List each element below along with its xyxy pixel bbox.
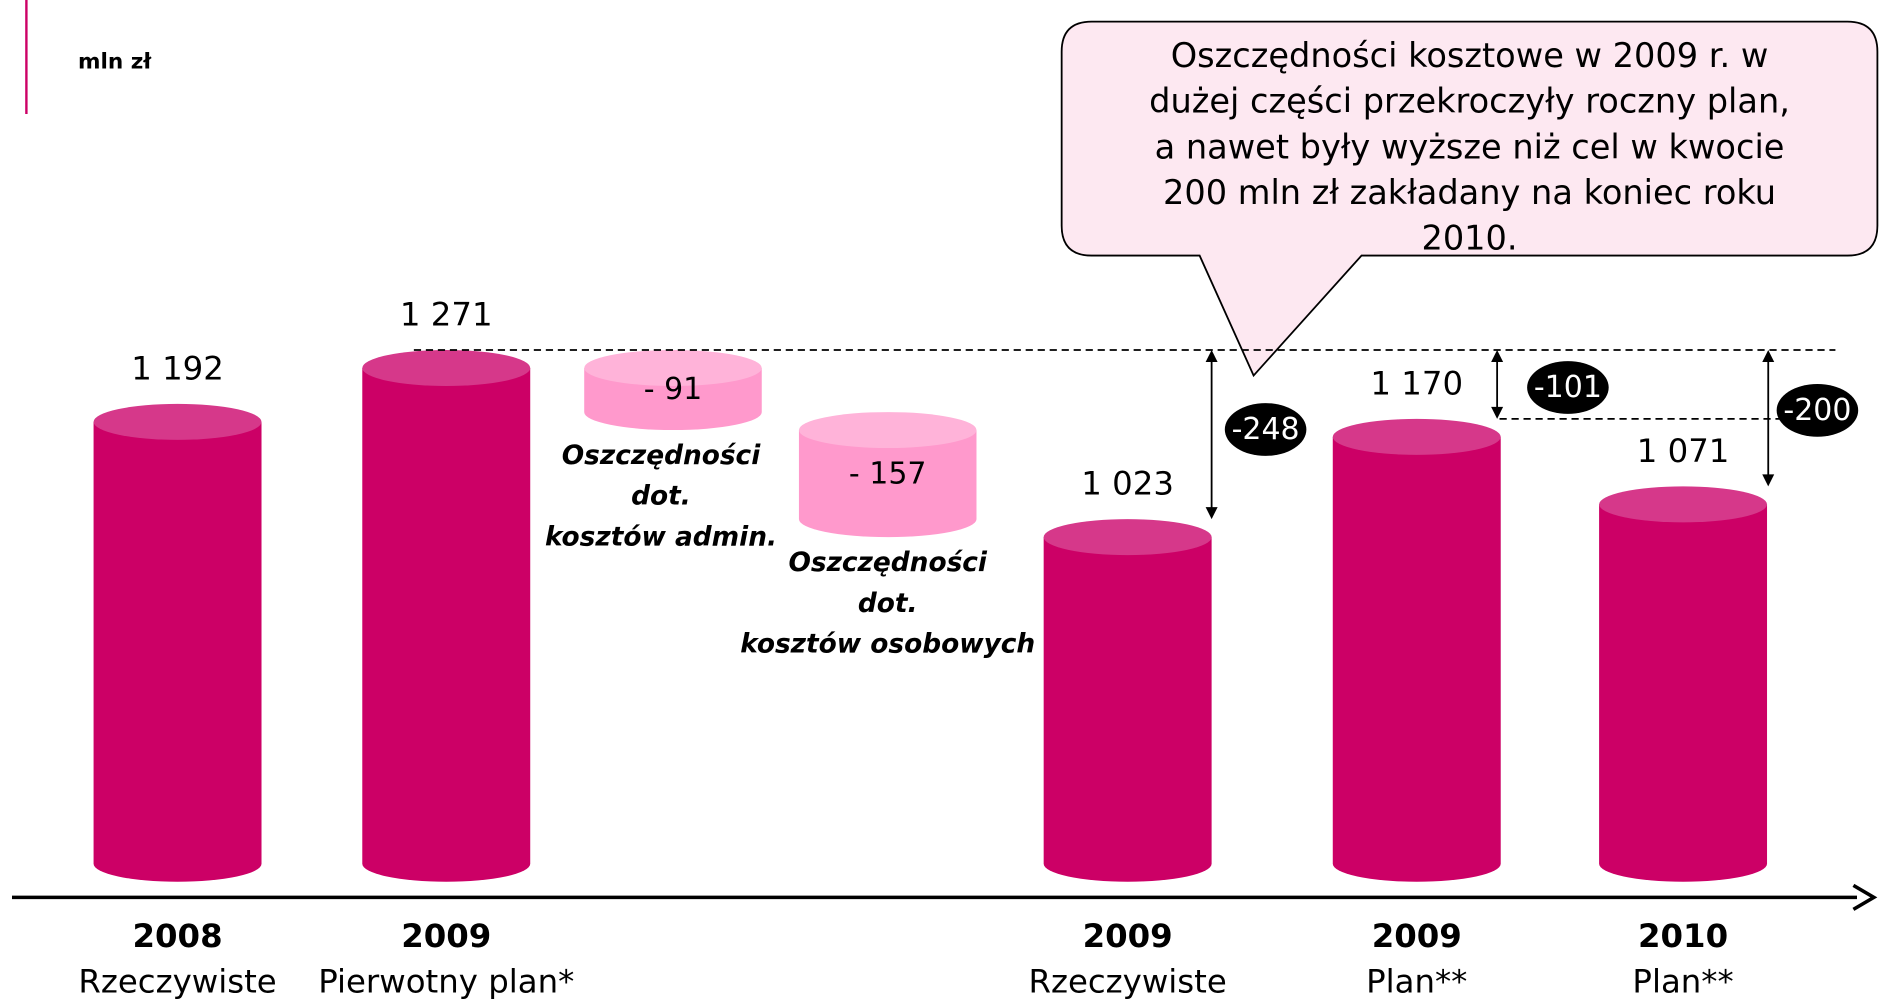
cylinder (93, 403, 262, 882)
cylinder (1599, 486, 1768, 882)
cylinder (1043, 519, 1212, 882)
difference-badge (1224, 403, 1307, 456)
bar-top (798, 412, 977, 449)
arrow-head (1762, 474, 1775, 487)
x-tick-label: 2010 (1638, 917, 1728, 955)
x-tick-label: 2009 (401, 917, 491, 955)
x-tick-label: Rzeczywiste (1028, 963, 1226, 1001)
x-tick-label: 2009 (1083, 917, 1173, 955)
cylinder (584, 350, 762, 431)
arrow-head (1205, 350, 1218, 363)
difference-label: -200 (1783, 393, 1851, 428)
value-label: 1 271 (400, 295, 493, 333)
difference-label: -248 (1232, 412, 1300, 447)
value-label: - 91 (644, 372, 703, 407)
bar (93, 421, 262, 882)
bar-top (362, 350, 531, 386)
arrow-head (1491, 406, 1504, 419)
x-tick-label: Plan** (1632, 963, 1733, 1001)
x-tick-label: Rzeczywiste (78, 963, 276, 1001)
difference-badge (1776, 383, 1859, 437)
bar-top (584, 350, 762, 386)
segment-note: dot. (858, 589, 918, 619)
callout-text: Oszczędności kosztowe w 2009 r. w (1171, 36, 1769, 75)
bar (1043, 537, 1212, 882)
callout-text: dużej części przekroczyły roczny plan, (1149, 82, 1790, 121)
x-tick-label: Plan** (1366, 963, 1467, 1001)
callout-text: 2010. (1421, 218, 1517, 257)
segment-note: Oszczędności (562, 441, 761, 471)
difference-label: -101 (1534, 370, 1602, 405)
callout-text: 200 mln zł zakładany na koniec roku (1163, 173, 1776, 212)
value-label: 1 192 (131, 349, 224, 387)
cylinder (1332, 418, 1501, 882)
value-label: 1 170 (1370, 364, 1463, 402)
segment-note: Oszczędności (788, 548, 987, 578)
bar-top (1332, 418, 1501, 455)
segment-note: kosztów admin. (545, 523, 777, 553)
arrow-head (1762, 350, 1775, 363)
callout-text: a nawet były wyższe niż cel w kwocie (1155, 127, 1785, 166)
bar-top (1043, 519, 1212, 556)
bar (798, 430, 977, 538)
unit-label: mln zł (78, 49, 152, 74)
x-tick-label: 2008 (132, 917, 222, 955)
arrow-head (1491, 350, 1504, 363)
cylinder (362, 350, 531, 882)
x-tick-label: 2009 (1372, 917, 1462, 955)
callout-bubble (1060, 20, 1879, 378)
segment-note: dot. (631, 482, 691, 512)
value-label: 1 023 (1081, 465, 1174, 503)
bar-top (93, 403, 262, 440)
bar (1332, 436, 1501, 882)
segment-note: kosztów osobowych (740, 630, 1035, 660)
difference-badge (1527, 361, 1609, 414)
bar (1599, 504, 1768, 882)
arrow-head (1205, 507, 1218, 520)
value-label: 1 071 (1637, 432, 1730, 470)
cylinder (798, 412, 977, 538)
x-tick-label: Pierwotny plan* (318, 963, 574, 1001)
bar (362, 368, 531, 882)
x-axis-arrow (1852, 883, 1878, 911)
value-label: - 157 (849, 457, 927, 492)
bar-top (1599, 486, 1768, 523)
